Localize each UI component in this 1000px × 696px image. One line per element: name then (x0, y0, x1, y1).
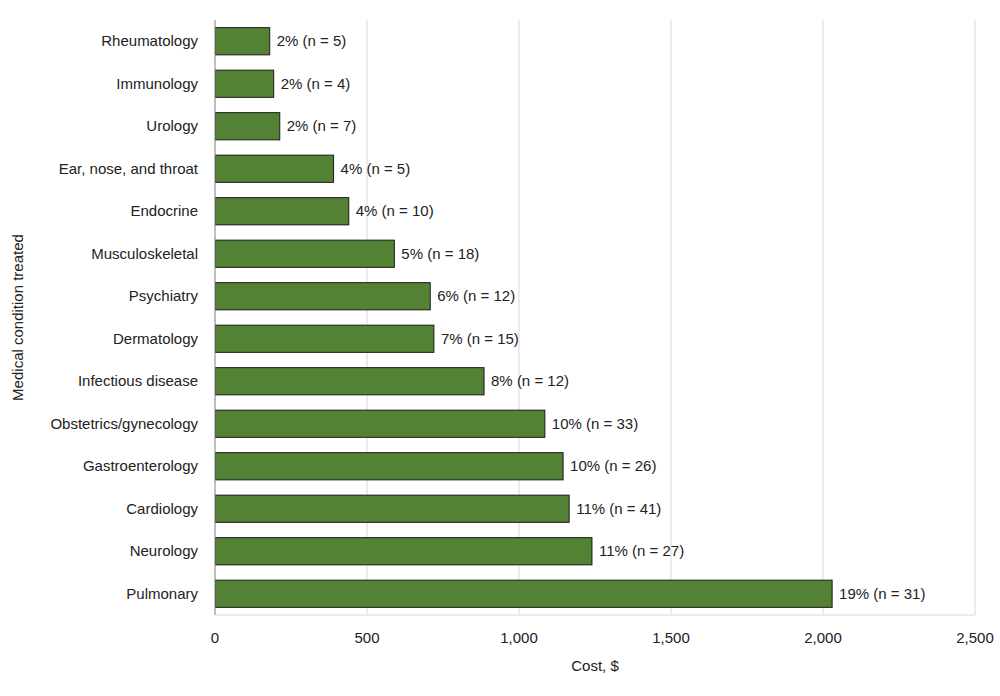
bar (215, 453, 563, 480)
category-label: Endocrine (130, 202, 198, 219)
category-label: Neurology (130, 542, 199, 559)
category-label: Infectious disease (78, 372, 198, 389)
tick-label: 1,500 (652, 629, 690, 646)
category-label: Obstetrics/gynecology (50, 415, 198, 432)
category-label: Musculoskeletal (91, 245, 198, 262)
chart: 2% (n = 5) 2% (n = 4) 2% (n = 7) 4% (n = 5)… (0, 0, 1000, 696)
bar (215, 240, 394, 267)
category-label: Rheumatology (101, 32, 198, 49)
bar (215, 198, 349, 225)
bar (215, 325, 434, 352)
x-axis-title: Cost, $ (571, 657, 619, 674)
bar (215, 538, 592, 565)
tick-label: 2,000 (804, 629, 842, 646)
bar (215, 113, 280, 140)
bar-annotation: 11% (n = 41) (576, 500, 661, 517)
bar-annotation: 10% (n = 33) (552, 415, 638, 432)
bar-annotation: 2% (n = 4) (281, 75, 351, 92)
category-label: Immunology (116, 75, 198, 92)
bar-annotation: 4% (n = 10) (356, 202, 434, 219)
tick-label: 0 (211, 629, 219, 646)
x-axis-line (215, 615, 975, 616)
bar-annotation: 8% (n = 12) (491, 372, 569, 389)
bars (215, 28, 832, 608)
bar-annotation: 7% (n = 15) (441, 330, 519, 347)
category-label: Psychiatry (129, 287, 199, 304)
category-label: Gastroenterology (83, 457, 199, 474)
tick-label: 500 (354, 629, 379, 646)
tick-label: 1,000 (500, 629, 538, 646)
bar (215, 283, 430, 310)
bar-annotation: 5% (n = 18) (401, 245, 479, 262)
category-label: Urology (146, 117, 198, 134)
bar-annotation: 11% (n = 27) (599, 542, 684, 559)
tick-label: 2,500 (956, 629, 994, 646)
bar (215, 368, 484, 395)
bar (215, 28, 270, 55)
grid-line (975, 20, 976, 615)
bar-annotation: 2% (n = 7) (287, 117, 357, 134)
y-axis-line (215, 20, 216, 615)
bar-annotation: 6% (n = 12) (437, 287, 515, 304)
bar (215, 410, 545, 437)
bar (215, 155, 334, 182)
grid-line (823, 20, 824, 615)
grid-line (519, 20, 520, 615)
category-label: Cardiology (126, 500, 198, 517)
bar (215, 70, 274, 97)
grid-line (671, 20, 672, 615)
bar-annotation: 19% (n = 31) (839, 585, 925, 602)
bar-annotation: 2% (n = 5) (277, 32, 347, 49)
category-label: Dermatology (113, 330, 199, 347)
bar (215, 580, 832, 607)
category-label: Pulmonary (126, 585, 198, 602)
y-axis-title: Medical condition treated (9, 234, 26, 401)
grid-line (367, 20, 368, 615)
bar-annotation: 10% (n = 26) (570, 457, 656, 474)
bar-annotation: 4% (n = 5) (341, 160, 411, 177)
category-label: Ear, nose, and throat (59, 160, 199, 177)
bar (215, 495, 569, 522)
